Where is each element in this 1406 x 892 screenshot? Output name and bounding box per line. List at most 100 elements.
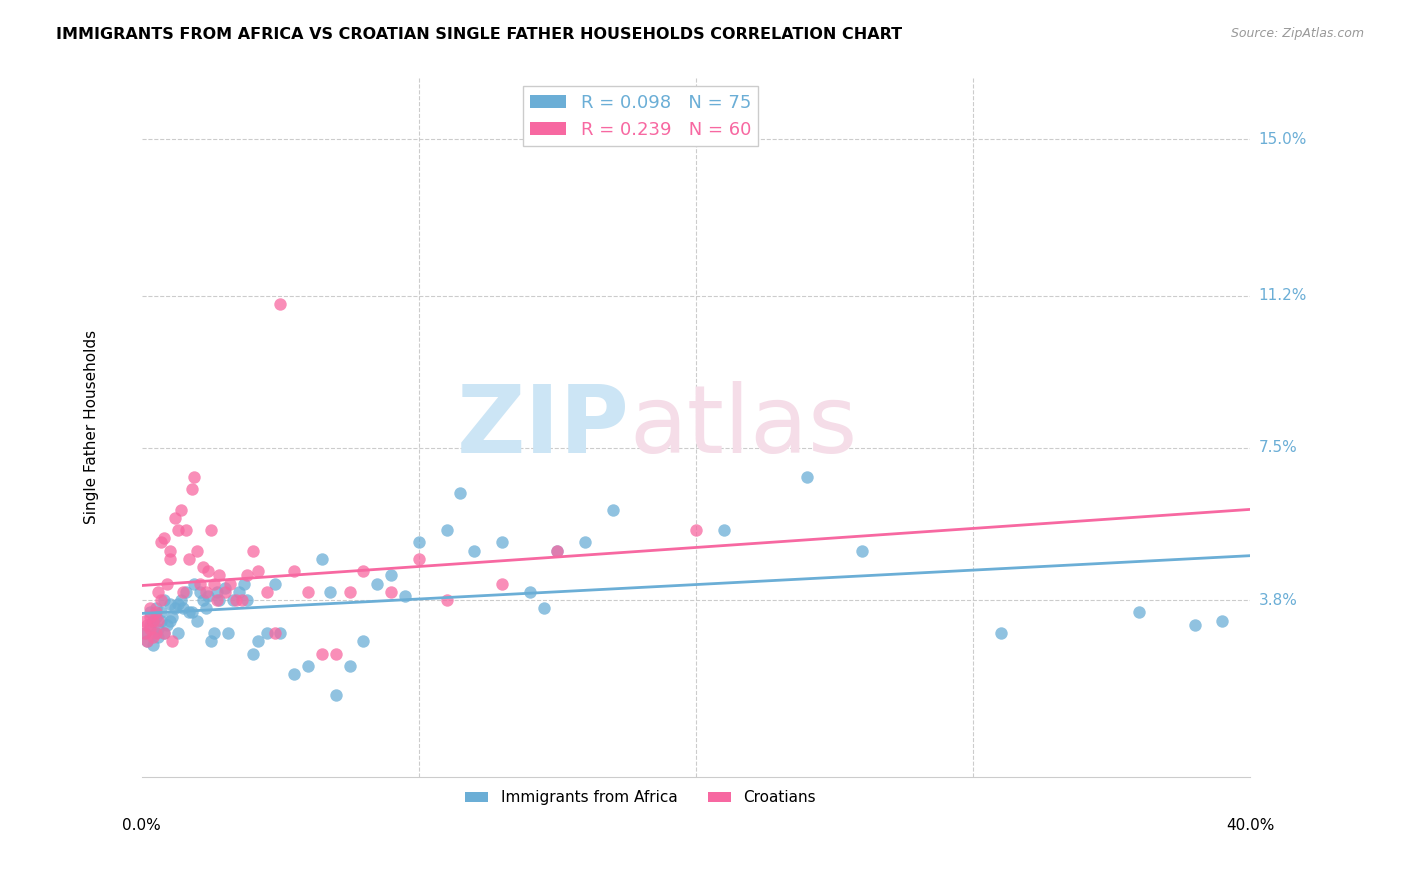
Point (139, 606, 162, 620)
Point (180, 606, 202, 620)
Point (139, 617, 162, 632)
Point (685, 523, 707, 537)
Point (319, 584, 342, 599)
Text: Source: ZipAtlas.com: Source: ZipAtlas.com (1230, 27, 1364, 40)
Point (1128, 606, 1150, 620)
Point (208, 568, 231, 582)
Point (166, 523, 188, 537)
Point (394, 589, 416, 603)
Point (353, 564, 375, 578)
Point (269, 297, 291, 311)
Point (194, 584, 217, 599)
Point (162, 634, 184, 648)
Point (408, 535, 430, 549)
Point (142, 638, 165, 652)
Point (177, 552, 200, 566)
Point (183, 576, 205, 591)
Point (153, 626, 176, 640)
Point (166, 626, 188, 640)
Text: 7.5%: 7.5% (1258, 441, 1298, 455)
Point (139, 622, 162, 636)
Point (233, 576, 256, 591)
Point (134, 626, 156, 640)
Point (172, 584, 194, 599)
Point (197, 564, 219, 578)
Text: 3.8%: 3.8% (1258, 592, 1298, 607)
Point (366, 576, 388, 591)
Point (380, 568, 402, 582)
Point (159, 552, 181, 566)
Point (197, 589, 219, 603)
Point (311, 647, 333, 661)
Point (153, 626, 176, 640)
Point (186, 614, 208, 628)
Point (148, 622, 170, 636)
Point (1184, 617, 1206, 632)
Point (217, 626, 239, 640)
Point (242, 543, 264, 558)
Point (242, 647, 264, 661)
Text: 40.0%: 40.0% (1226, 818, 1274, 833)
Point (136, 634, 159, 648)
Text: IMMIGRANTS FROM AFRICA VS CROATIAN SINGLE FATHER HOUSEHOLDS CORRELATION CHART: IMMIGRANTS FROM AFRICA VS CROATIAN SINGL… (56, 27, 903, 42)
Point (145, 626, 167, 640)
Point (990, 626, 1012, 640)
Point (225, 593, 247, 607)
Point (283, 564, 305, 578)
Point (325, 688, 347, 702)
Point (449, 486, 471, 500)
Point (339, 584, 361, 599)
Point (156, 576, 179, 591)
Point (546, 543, 568, 558)
Point (236, 568, 259, 582)
Point (231, 593, 253, 607)
Point (491, 535, 513, 549)
Text: 11.2%: 11.2% (1258, 288, 1306, 303)
Point (436, 523, 458, 537)
Text: 0.0%: 0.0% (122, 818, 162, 833)
Point (142, 630, 165, 644)
Point (436, 593, 458, 607)
Point (180, 482, 202, 496)
Point (134, 626, 156, 640)
Point (263, 576, 285, 591)
Point (491, 576, 513, 591)
Point (172, 601, 194, 615)
Point (153, 532, 176, 546)
Point (148, 584, 170, 599)
Point (188, 576, 211, 591)
Point (136, 634, 159, 648)
Point (191, 593, 214, 607)
Point (169, 593, 191, 607)
Text: 15.0%: 15.0% (1258, 132, 1306, 146)
Point (339, 659, 361, 673)
Point (145, 609, 167, 624)
Point (200, 523, 222, 537)
Point (283, 667, 305, 681)
Point (236, 593, 259, 607)
Point (208, 593, 231, 607)
Point (214, 581, 236, 595)
Point (297, 659, 319, 673)
Point (183, 469, 205, 483)
Point (145, 606, 167, 620)
Point (222, 593, 245, 607)
Point (602, 502, 624, 516)
Point (165, 510, 187, 524)
Point (205, 593, 228, 607)
Point (165, 601, 187, 615)
Point (202, 626, 225, 640)
Point (200, 634, 222, 648)
Point (194, 601, 217, 615)
Point (136, 617, 159, 632)
Point (574, 535, 596, 549)
Point (145, 626, 167, 640)
Point (139, 601, 162, 615)
Point (353, 634, 375, 648)
Point (519, 584, 541, 599)
Point (166, 597, 188, 611)
Point (159, 614, 181, 628)
Point (150, 535, 173, 549)
Point (186, 543, 208, 558)
Point (150, 593, 173, 607)
